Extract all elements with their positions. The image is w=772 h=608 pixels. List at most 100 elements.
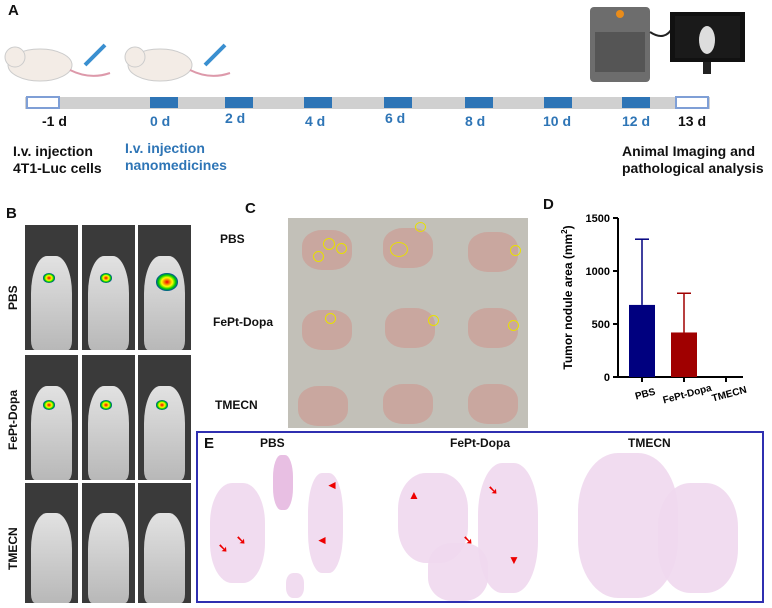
panel-label-b: B [6,205,17,222]
timeline-marker-12d [622,97,650,108]
timeline-marker-6d [384,97,412,108]
bioluminescence-mouse-image [138,483,191,603]
day-label: 6 d [385,110,406,126]
arrow-icon: ▼ [508,553,520,567]
luminescence-signal [100,273,112,283]
note-line: nanomedicines [125,157,227,173]
bioluminescence-mouse-image [25,355,78,480]
lung [298,386,348,426]
luminescence-signal [43,273,55,283]
row-label-fept: FePt-Dopa [213,315,273,329]
timeline-bar [25,97,710,109]
arrow-icon: ▲ [408,488,420,502]
panel-label-c: C [245,200,256,217]
nodule-circle [323,238,335,250]
note-line: Animal Imaging and [622,143,756,159]
row-label-pbs: PBS [220,232,245,246]
timeline-marker-13d [675,96,709,109]
mouse-body [88,513,129,603]
tissue-section [286,573,304,598]
arrow-icon: ➘ [218,541,229,555]
mouse-body [31,256,72,350]
arrow-icon: ➘ [236,533,247,547]
day-label: 8 d [465,113,486,129]
lung [468,384,518,424]
nodule-circle [415,222,426,232]
nodule-circle [390,242,408,257]
note-line: I.v. injection [13,143,93,159]
nodule-circle [325,313,336,324]
x-tick-label: FePt-Dopa [662,383,714,407]
bioluminescence-mouse-image [25,483,78,603]
arrow-icon: ◄ [316,533,328,547]
mouse-injection-illustration [4,43,231,82]
nodule-circle [510,245,521,256]
note-cell-injection: I.v. injection 4T1-Luc cells [13,143,102,177]
lung [383,384,433,424]
note-nano-injection: I.v. injection nanomedicines [125,140,227,174]
timeline-marker-10d [544,97,572,108]
arrow-icon: ➘ [463,533,474,547]
note-line: I.v. injection [125,140,205,156]
mouse-body [144,256,185,350]
mouse-body [31,513,72,603]
nodule-circle [508,320,519,331]
bioluminescence-mouse-image [82,355,135,480]
note-line: 4T1-Luc cells [13,160,102,176]
nodule-circle [428,315,439,326]
timeline-marker-2d [225,97,253,108]
row-label-tmecn: TMECN [6,527,20,570]
section-label-fept: FePt-Dopa [450,436,510,450]
nodule-circle [336,243,347,254]
day-label: 4 d [305,113,326,129]
panel-label-d: D [543,196,554,213]
tissue-section [308,473,343,573]
bioluminescence-mouse-image [138,355,191,480]
luminescence-signal [100,400,112,410]
lung-photo [288,218,528,428]
bioluminescence-mouse-image [138,225,191,350]
y-tick-label: 1500 [586,213,610,225]
imaging-system-illustration [590,7,745,82]
day-label: 13 d [678,113,707,129]
row-label-fept: FePt-Dopa [6,390,20,450]
timeline-marker-8d [465,97,493,108]
timeline-marker--1d [26,96,60,109]
day-label: 0 d [150,113,171,129]
lung [385,308,435,348]
nodule-circle [313,251,324,262]
day-label: 10 d [543,113,572,129]
panel-label-e: E [204,435,215,452]
row-label-tmecn: TMECN [215,398,258,412]
day-label: 12 d [622,113,651,129]
day-label: -1 d [42,113,67,129]
bioluminescence-mouse-image [82,483,135,603]
mouse-body [88,256,129,350]
arrow-icon: ➘ [488,483,499,497]
section-label-tmecn: TMECN [628,436,671,450]
luminescence-signal [43,400,55,410]
y-tick-label: 0 [604,372,610,384]
tissue-section [428,543,488,601]
y-axis-label: Tumor nodule area (mm2) [560,225,575,369]
luminescence-signal [156,400,168,410]
day-label: 2 d [225,110,246,126]
tissue-section [273,455,293,510]
tissue-section [658,483,738,593]
y-tick-label: 1000 [586,266,610,278]
y-tick-label: 500 [592,319,610,331]
tissue-section [210,483,265,583]
bar [671,332,697,377]
timeline-marker-4d [304,97,332,108]
bioluminescence-mouse-image [82,225,135,350]
note-line: pathological analysis [622,160,764,176]
histology-panel: E PBS FePt-Dopa TMECN ➘ ➘ ◄ ◄ ▲ ➘ ➘ ▼ [196,431,764,603]
section-label-pbs: PBS [260,436,285,450]
x-tick-label: TMECN [711,385,748,405]
arrow-icon: ◄ [326,478,338,492]
lung [468,232,518,272]
timeline-marker-0d [150,97,178,108]
note-imaging: Animal Imaging and pathological analysis [622,143,764,177]
bar [629,304,655,377]
bioluminescence-mouse-image [25,225,78,350]
